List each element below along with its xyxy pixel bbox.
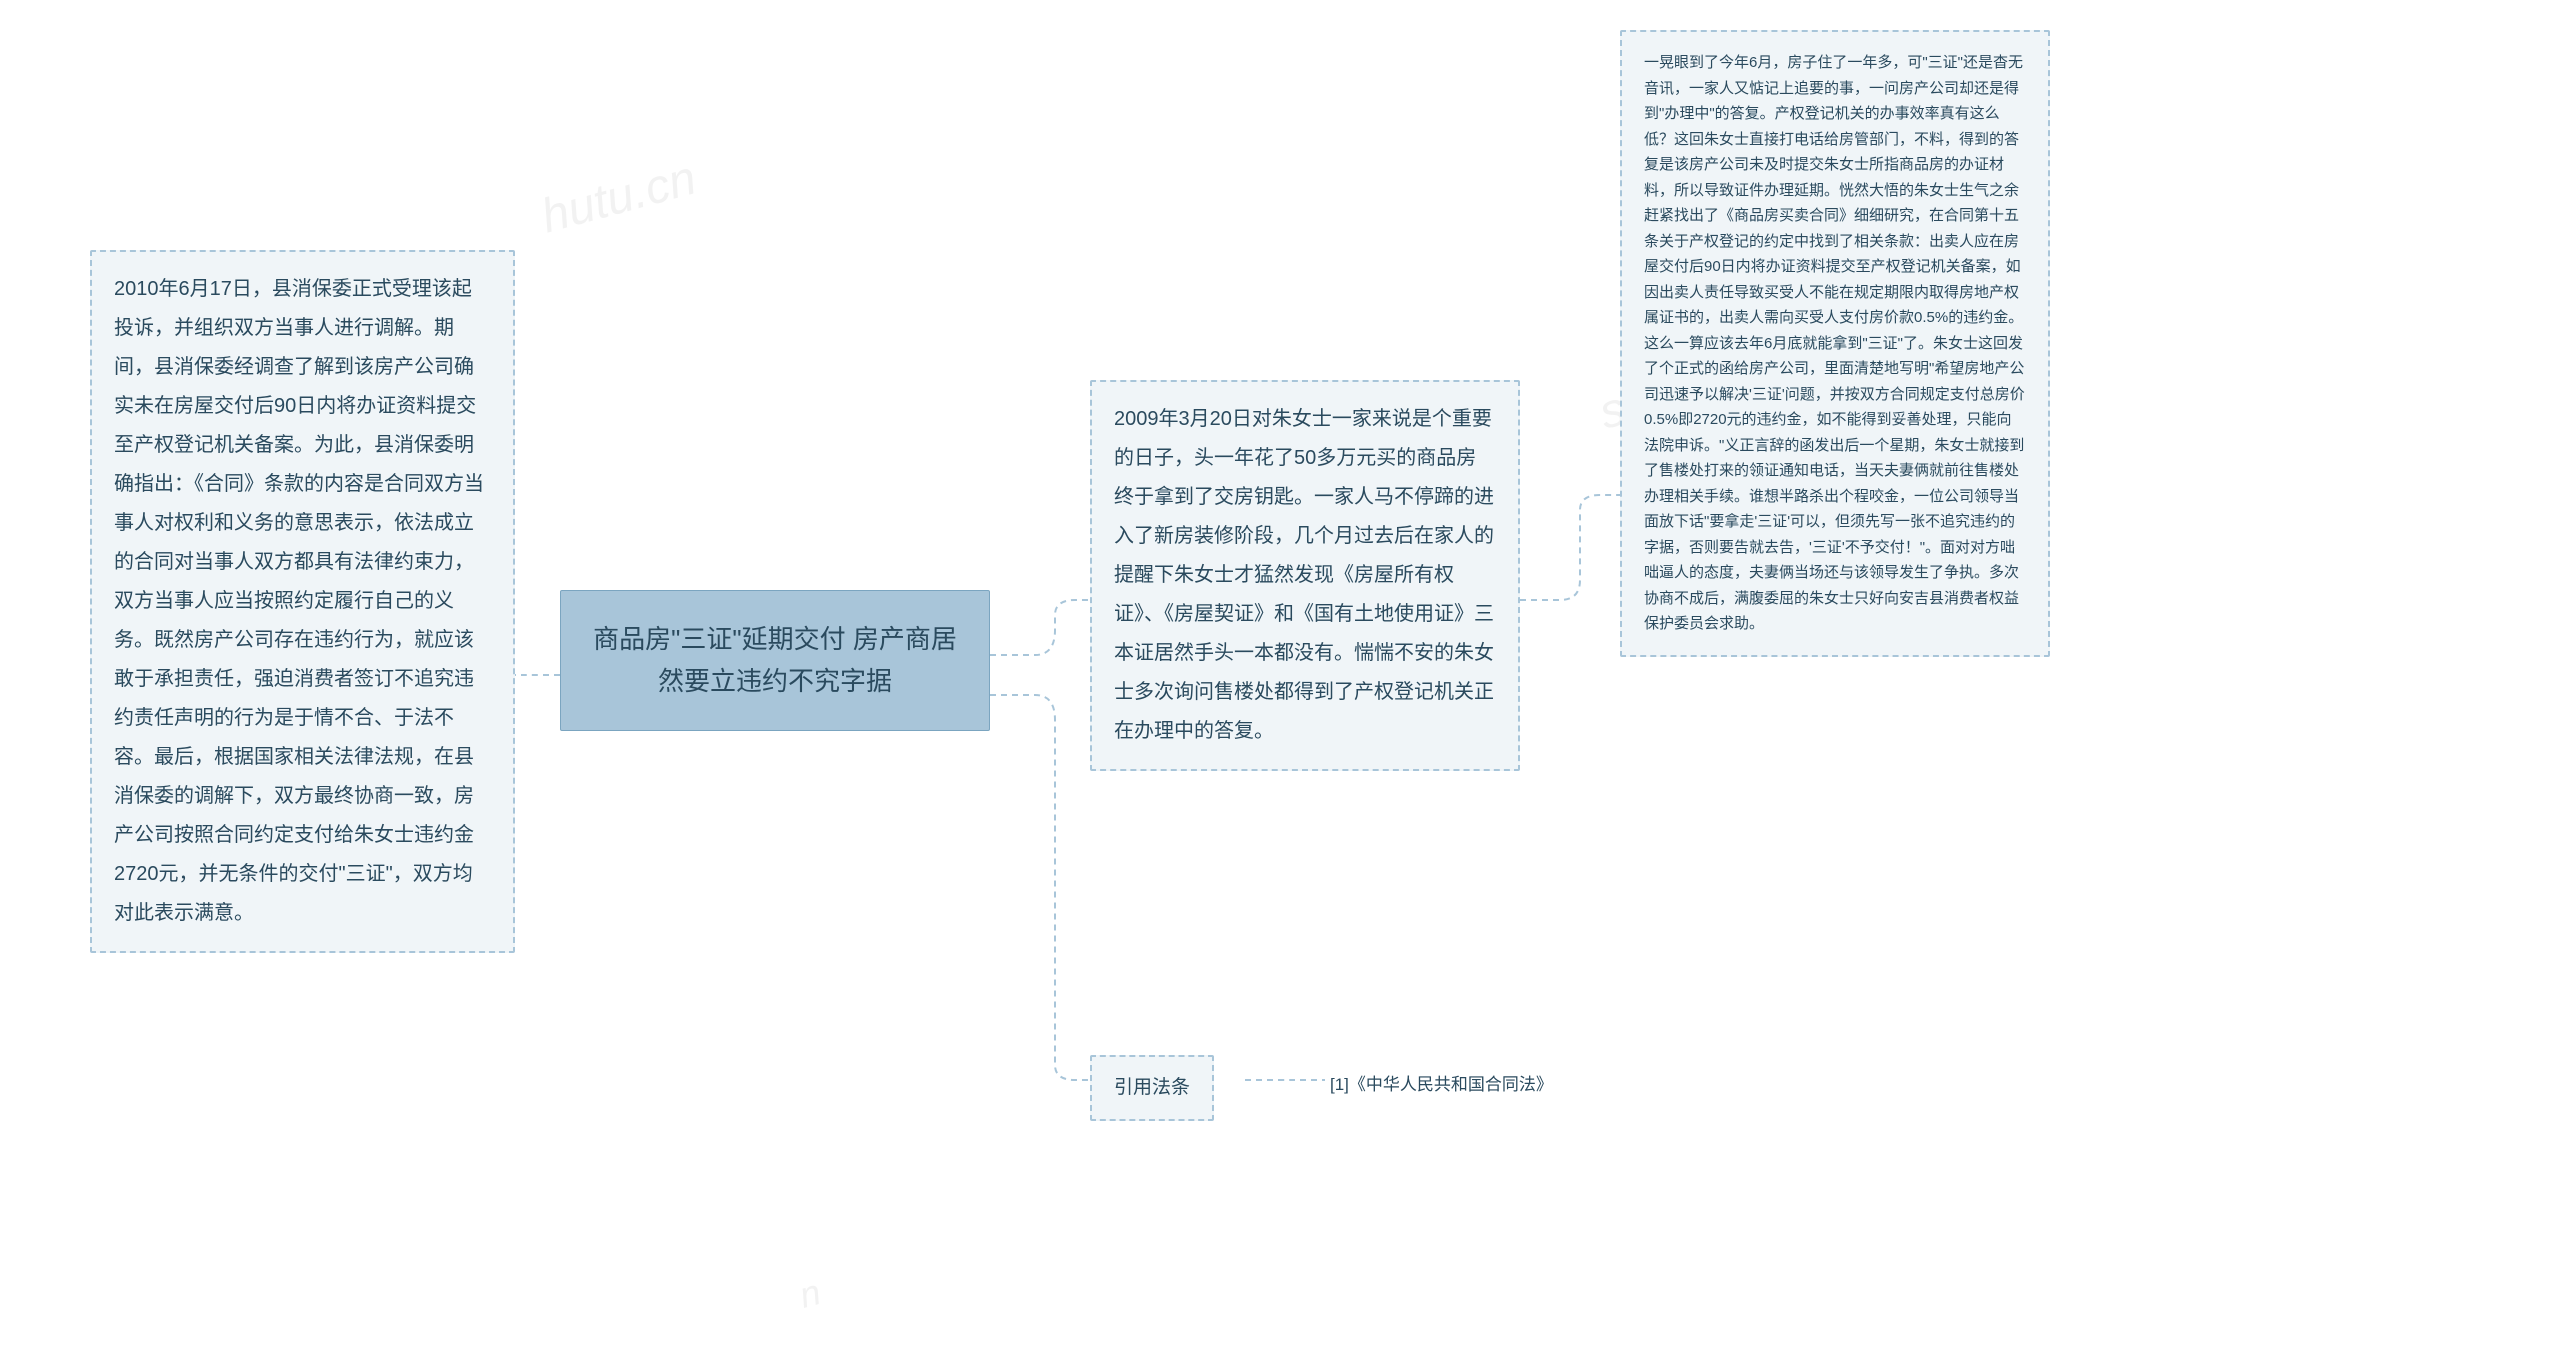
mindmap-diagram: 商品房"三证"延期交付 房产商居然要立违约不究字据 2010年6月17日，县消保… [0,0,2560,1355]
right-top-node: 2009年3月20日对朱女士一家来说是个重要的日子，头一年花了50多万元买的商品… [1090,380,1520,771]
citation-label-node: 引用法条 [1090,1055,1214,1121]
center-node: 商品房"三证"延期交付 房产商居然要立违约不究字据 [560,590,990,731]
right-far-node: 一晃眼到了今年6月，房子住了一年多，可"三证"还是杳无音讯，一家人又惦记上追要的… [1620,30,2050,657]
citation-text: [1]《中华人民共和国合同法》 [1330,1070,1553,1095]
left-node: 2010年6月17日，县消保委正式受理该起投诉，并组织双方当事人进行调解。期间，… [90,250,515,953]
